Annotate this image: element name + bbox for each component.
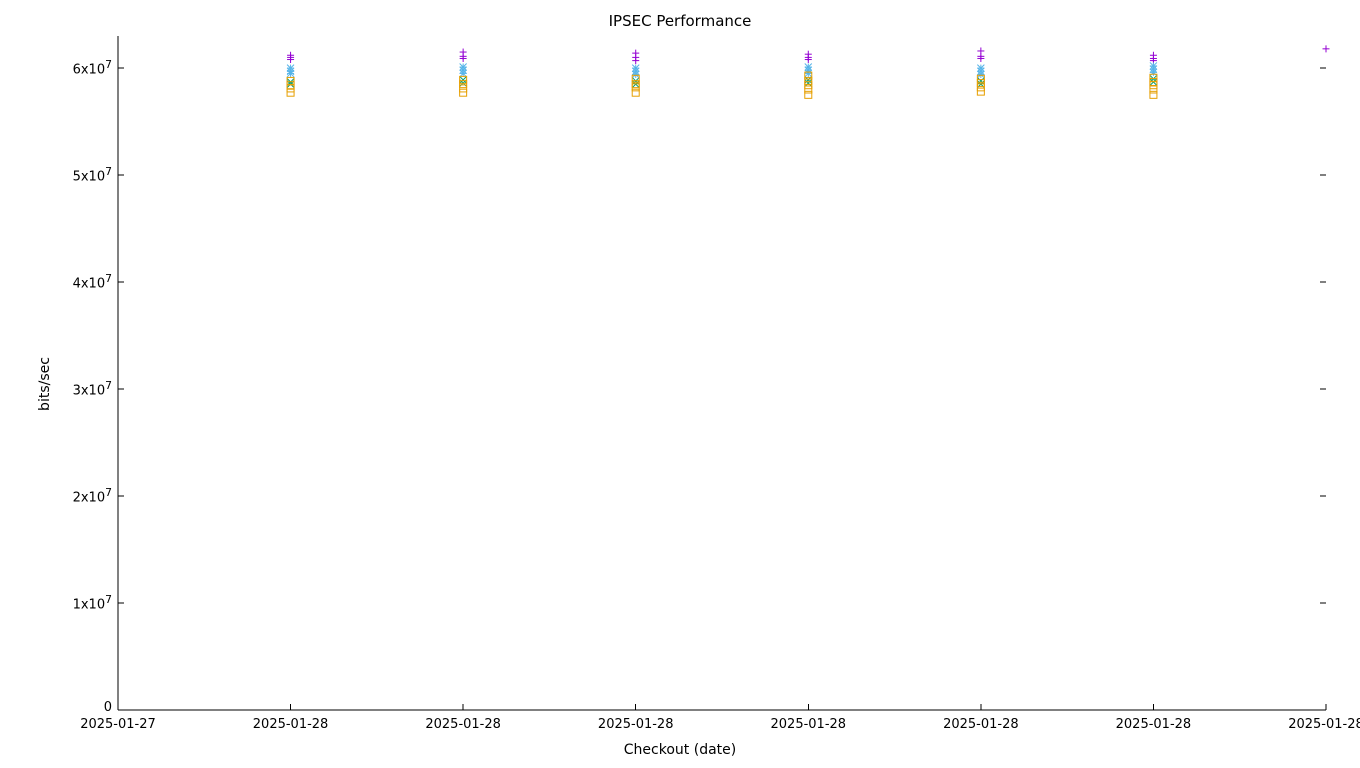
plot-svg: 0 1x107 2x107 3x107 4x107 5x107 6x107 202… (0, 0, 1360, 768)
series-plus (287, 45, 1329, 64)
x-tick-label: 2025-01-28 (253, 717, 329, 732)
y-tick-label: 3x107 (38, 379, 112, 398)
x-tick-label: 2025-01-28 (1116, 717, 1192, 732)
x-tick-label: 2025-01-28 (1288, 717, 1360, 732)
series-asterisk (287, 62, 1157, 78)
x-tick-label: 2025-01-28 (943, 717, 1019, 732)
x-tick-label: 2025-01-28 (598, 717, 674, 732)
x-tick-label: 2025-01-27 (80, 717, 156, 732)
y-tick-label: 4x107 (38, 272, 112, 291)
x-tick-label: 2025-01-28 (425, 717, 501, 732)
series-square (287, 72, 1157, 98)
y-tick-label: 2x107 (38, 486, 112, 505)
y-tick-label: 0 (38, 700, 112, 715)
y-tick-label: 5x107 (38, 165, 112, 184)
y-tick-label: 6x107 (38, 58, 112, 77)
y-tick-label: 1x107 (38, 593, 112, 612)
ipsec-performance-chart: IPSEC Performance bits/sec Checkout (dat… (0, 0, 1360, 768)
x-tick-label: 2025-01-28 (771, 717, 847, 732)
series-x (287, 75, 1157, 87)
